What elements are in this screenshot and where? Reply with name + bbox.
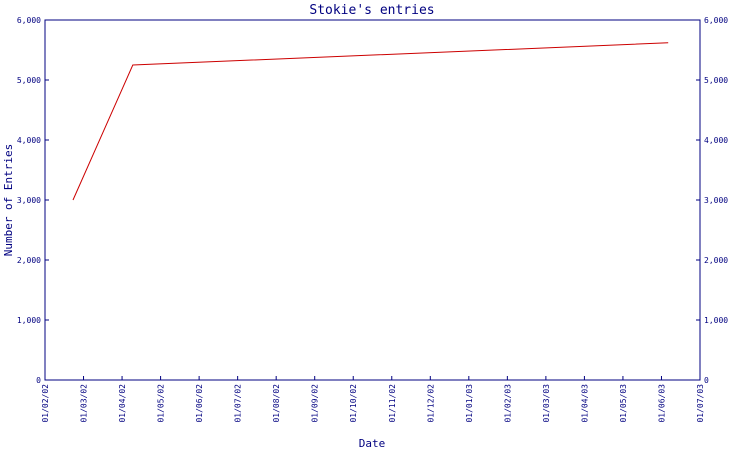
x-tick-label: 01/03/03: [542, 384, 551, 423]
x-tick-label: 01/06/02: [195, 384, 204, 423]
x-tick-label: 01/08/02: [272, 384, 281, 423]
x-tick-label: 01/04/02: [118, 384, 127, 423]
y-tick-label-left: 0: [36, 376, 41, 385]
x-tick-label: 01/06/03: [657, 384, 666, 423]
x-tick-label: 01/10/02: [349, 384, 358, 423]
y-tick-label-right: 6,000: [704, 16, 728, 25]
y-axis-ticks: 0 0 1,000 1,000 2,000 2,000 3,000 3,000 4,000 4,0…: [17, 16, 728, 385]
y-tick-label-right: 5,000: [704, 76, 728, 85]
x-tick-label: 01/07/02: [234, 384, 243, 423]
x-tick-label: 01/05/02: [157, 384, 166, 423]
y-tick-label-right: 0: [704, 376, 709, 385]
y-tick-label-left: 3,000: [17, 196, 41, 205]
x-tick-label: 01/04/03: [580, 384, 589, 423]
y-tick-label-right: 1,000: [704, 316, 728, 325]
x-axis-label: Date: [359, 437, 386, 450]
x-tick-label: 01/05/03: [619, 384, 628, 423]
x-tick-label: 01/01/03: [465, 384, 474, 423]
y-tick-label-left: 5,000: [17, 76, 41, 85]
x-tick-label: 01/02/03: [503, 384, 512, 423]
y-tick-label-left: 6,000: [17, 16, 41, 25]
chart-title: Stokie's entries: [309, 3, 434, 18]
y-tick-label-right: 4,000: [704, 136, 728, 145]
x-tick-label: 01/09/02: [311, 384, 320, 423]
x-tick-label: 01/03/02: [80, 384, 89, 423]
series-line: [72, 42, 669, 201]
x-axis-ticks: 01/02/02 01/03/02 01/04/02 01/05/02 01/06/02…: [41, 376, 705, 423]
y-tick-label-left: 4,000: [17, 136, 41, 145]
y-tick-label-right: 3,000: [704, 196, 728, 205]
y-tick-label-left: 2,000: [17, 256, 41, 265]
x-tick-label: 01/11/02: [388, 384, 397, 423]
series-lines: [72, 42, 669, 201]
x-tick-label: 01/02/02: [41, 384, 50, 423]
x-tick-label: 01/12/02: [426, 384, 435, 423]
x-tick-label: 01/07/03: [696, 384, 705, 423]
y-axis-label: Number of Entries: [2, 144, 15, 257]
y-tick-label-right: 2,000: [704, 256, 728, 265]
y-tick-label-left: 1,000: [17, 316, 41, 325]
